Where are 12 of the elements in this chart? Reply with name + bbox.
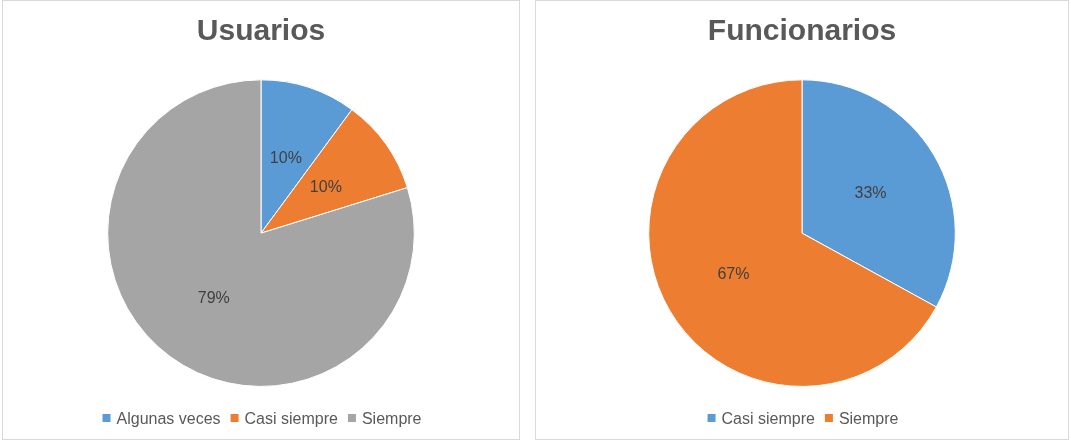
data-label: 10% (309, 178, 342, 196)
legend-label: Casi siempre (244, 409, 339, 427)
legend-label: Algunas veces (116, 409, 221, 427)
legend-label: Siempre (361, 409, 422, 427)
data-label: 10% (269, 148, 302, 166)
data-label: 67% (717, 265, 750, 283)
data-label: 33% (854, 184, 887, 202)
legend-label: Siempre (838, 409, 899, 427)
chart-title: Usuarios (196, 12, 326, 46)
chart-title: Funcionarios (707, 12, 897, 46)
data-label: 79% (197, 288, 230, 306)
legend-label: Casi siempre (721, 409, 815, 427)
